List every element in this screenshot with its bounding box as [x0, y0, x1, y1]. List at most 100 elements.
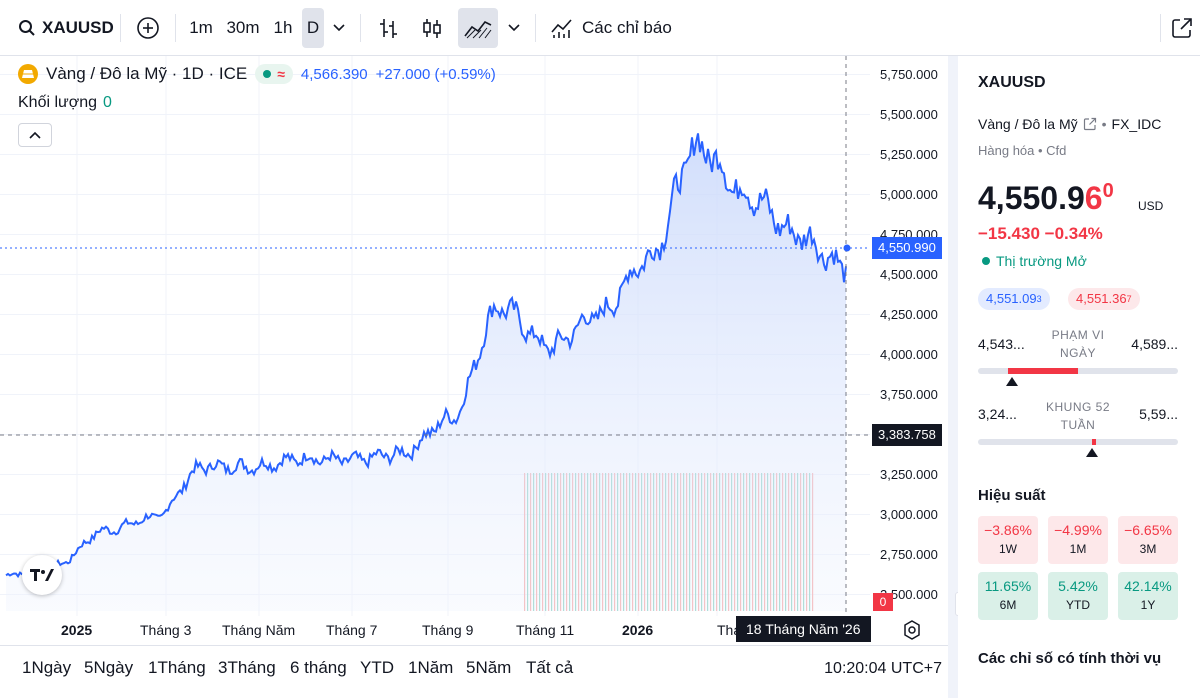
seasonals-title[interactable]: Các chỉ số có tính thời vụ: [978, 650, 1162, 667]
bar-chart-type-button[interactable]: [376, 0, 400, 56]
external-link-icon[interactable]: [1083, 117, 1097, 131]
performance-cell[interactable]: −3.86% 1W: [978, 516, 1038, 564]
panel-description: Vàng / Đô la Mỹ • FX_IDC: [978, 116, 1161, 132]
legend-price: 4,566.390: [300, 65, 368, 83]
range-ytd-button[interactable]: YTD: [360, 658, 394, 677]
indicators-button[interactable]: Các chỉ báo: [550, 0, 672, 56]
volume-label: Khối lượng: [18, 94, 98, 111]
indicators-label: Các chỉ báo: [582, 18, 672, 37]
clock-timezone[interactable]: 10:20:04 UTC+7: [824, 660, 942, 677]
performance-cell[interactable]: 11.65% 6M: [978, 572, 1038, 620]
performance-title: Hiệu suất: [978, 487, 1046, 504]
day-range-caption: PHẠM VI NGÀY: [1051, 328, 1105, 360]
week52-range: 3,24... KHUNG 52 TUẦN 5,59...: [978, 400, 1178, 446]
toolbar-divider: [535, 14, 536, 42]
performance-value: 5.42%: [1058, 578, 1098, 594]
interval-30m-button[interactable]: 30m: [226, 18, 260, 37]
time-axis-tick: Tháng 11: [516, 622, 575, 638]
range-all-button[interactable]: Tất cả: [526, 658, 574, 677]
range-3m-button[interactable]: 3Tháng: [218, 658, 276, 677]
performance-cell[interactable]: −6.65% 3M: [1118, 516, 1178, 564]
external-link-icon: [1172, 18, 1192, 38]
performance-period: 3M: [1139, 542, 1157, 556]
panel-price-main: 4,550.9: [978, 180, 1085, 216]
performance-cell[interactable]: −4.99% 1M: [1048, 516, 1108, 564]
performance-period: 1Y: [1140, 598, 1156, 612]
last-price-tag: 4,550.990: [872, 237, 942, 259]
range-1d-button[interactable]: 1Ngày: [22, 658, 72, 677]
range-bar: 1Ngày 5Ngày 1Tháng 3Tháng 6 tháng YTD 1N…: [0, 645, 948, 698]
top-toolbar: XAUUSD 1m 30m 1h D Các chỉ báo: [0, 0, 1200, 56]
tradingview-logo-icon: [30, 569, 54, 581]
range-6m-button[interactable]: 6 tháng: [290, 658, 347, 677]
range-5d-button[interactable]: 5Ngày: [84, 658, 134, 677]
time-axis-tick: Tháng Năm: [222, 622, 296, 638]
symbol-search[interactable]: XAUUSD: [18, 0, 114, 56]
interval-dropdown-button[interactable]: [330, 0, 348, 56]
performance-period: 1M: [1069, 542, 1087, 556]
collapse-legend-button[interactable]: [18, 123, 52, 147]
market-status: Thị trường Mở: [982, 253, 1087, 269]
panel-exchange[interactable]: FX_IDC: [1111, 116, 1162, 132]
volume-value: 0: [103, 94, 112, 111]
panel-price-last-digit: 6: [1084, 180, 1103, 216]
approx-data-icon: ≈: [277, 66, 285, 82]
time-axis-tick: 2025: [61, 622, 93, 638]
week52-range-high: 5,59...: [1139, 406, 1178, 422]
events-marker[interactable]: 0: [873, 593, 893, 611]
performance-period: 1W: [999, 542, 1017, 556]
price-axis-tick: 3,750.000: [880, 386, 938, 402]
area-chart-type-button[interactable]: [458, 8, 498, 48]
toolbar-divider: [1160, 14, 1161, 42]
last-point-marker: [843, 244, 851, 252]
ask-value: 4,551.36: [1076, 291, 1127, 306]
interval-1m-button[interactable]: 1m: [189, 18, 213, 37]
day-range-low: 4,543...: [978, 336, 1025, 352]
separator-dot: •: [1101, 116, 1107, 132]
crosshair-price-tag: 3,383.758: [872, 424, 942, 446]
open-external-button[interactable]: [1170, 0, 1194, 56]
performance-cell[interactable]: 5.42% YTD: [1048, 572, 1108, 620]
candles-chart-type-button[interactable]: [420, 0, 444, 56]
panel-category: Hàng hóa • Cfd: [978, 143, 1067, 158]
chevron-up-icon: [29, 131, 41, 139]
plus-circle-icon: [137, 17, 159, 39]
market-status-pill[interactable]: ≈: [255, 64, 293, 84]
chart-pane[interactable]: [0, 56, 948, 645]
toolbar-divider: [175, 14, 176, 42]
compare-add-button[interactable]: [135, 0, 161, 56]
price-axis-tick: 5,500.000: [880, 106, 938, 122]
price-line: [5, 133, 847, 579]
price-axis-tick: 3,000.000: [880, 506, 938, 522]
range-1m-button[interactable]: 1Tháng: [148, 658, 206, 677]
performance-value: 42.14%: [1124, 578, 1172, 594]
price-axis-tick: 4,250.000: [880, 306, 938, 322]
price-chart[interactable]: [0, 56, 948, 645]
bid-fraction: 3: [1036, 294, 1042, 304]
panel-description-text[interactable]: Vàng / Đô la Mỹ: [978, 116, 1078, 132]
chevron-down-icon: [333, 24, 345, 32]
volume-legend[interactable]: Khối lượng 0: [18, 94, 112, 112]
range-1y-button[interactable]: 1Năm: [408, 658, 454, 677]
interval-1d-button[interactable]: D: [302, 8, 324, 48]
day-range-bar: [978, 368, 1178, 374]
range-5y-button[interactable]: 5Năm: [466, 658, 512, 677]
time-axis-tick: Tháng 9: [422, 622, 474, 638]
chart-type-dropdown-button[interactable]: [505, 0, 523, 56]
tradingview-logo[interactable]: [22, 555, 62, 595]
performance-cell[interactable]: 42.14% 1Y: [1118, 572, 1178, 620]
market-status-text: Thị trường Mở: [996, 253, 1087, 269]
chart-settings-button[interactable]: [901, 619, 923, 641]
interval-1h-button[interactable]: 1h: [273, 18, 293, 37]
legend-title[interactable]: Vàng / Đô la Mỹ · 1D · ICE: [46, 64, 248, 83]
price-axis-tick: 3,250.000: [880, 466, 938, 482]
ohlc-bars-icon: [380, 19, 397, 38]
panel-price-fraction: 0: [1102, 180, 1114, 202]
crosshair-date-tag: 18 Tháng Năm '26: [736, 616, 871, 642]
panel-symbol[interactable]: XAUUSD: [978, 74, 1046, 91]
market-open-dot: [982, 257, 990, 265]
time-axis-tick: 2026: [622, 622, 654, 638]
time-axis-tick: Tháng 7: [326, 622, 378, 638]
week52-range-fill: [1092, 439, 1096, 445]
panel-divider[interactable]: [948, 56, 958, 698]
